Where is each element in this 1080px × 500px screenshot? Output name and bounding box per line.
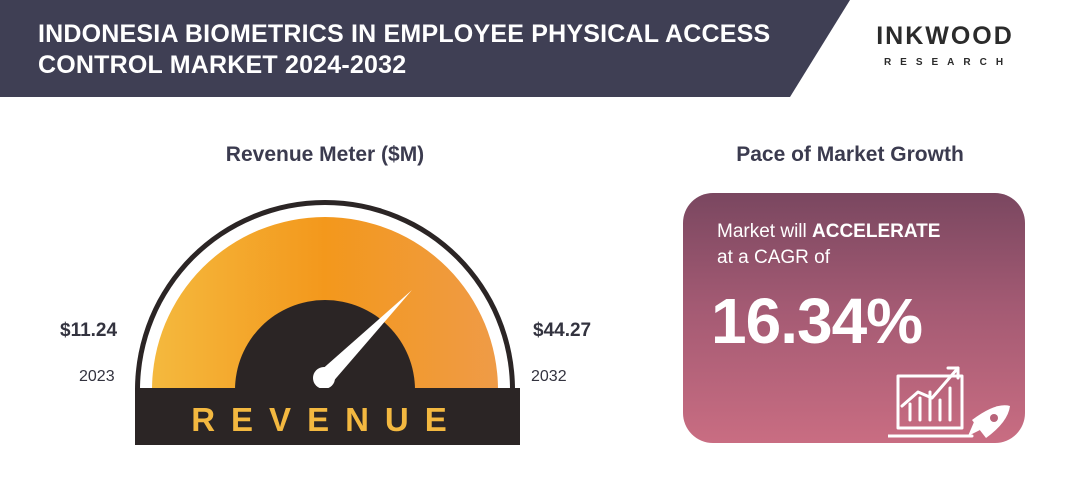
logo-sub: RESEARCH <box>883 57 1013 68</box>
end-value: $44.27 <box>533 320 592 341</box>
gauge-needle <box>319 290 412 384</box>
gauge-label: REVENUE <box>191 401 463 438</box>
logo-main: INKWOOD <box>876 22 1014 50</box>
growth-card: Market will ACCELERATE at a CAGR of 16.3… <box>683 193 1025 443</box>
growth-title: Pace of Market Growth <box>736 143 964 166</box>
header: INDONESIA BIOMETRICS IN EMPLOYEE PHYSICA… <box>0 0 1080 97</box>
growth-text-prefix: Market will <box>717 221 813 242</box>
start-value: $11.24 <box>60 320 118 341</box>
revenue-gauge: REVENUE <box>135 200 520 445</box>
end-year: 2032 <box>531 368 567 385</box>
growth-statement: Market will ACCELERATE at a CAGR of <box>717 219 1007 271</box>
growth-text-suffix: at a CAGR of <box>717 247 830 268</box>
gauge-base <box>135 388 520 445</box>
revenue-meter-title: Revenue Meter ($M) <box>225 143 425 166</box>
chart-rocket-icon <box>888 366 1010 438</box>
gauge-needle-hub <box>313 367 335 389</box>
gauge-inner-hub <box>235 300 415 390</box>
start-year: 2023 <box>79 368 115 385</box>
header-band <box>0 0 850 97</box>
growth-text-emphasis: ACCELERATE <box>812 221 941 242</box>
inkwood-logo: INKWOOD RESEARCH <box>850 22 1040 70</box>
cagr-value: 16.34% <box>711 285 923 357</box>
page-title: INDONESIA BIOMETRICS IN EMPLOYEE PHYSICA… <box>38 20 771 79</box>
